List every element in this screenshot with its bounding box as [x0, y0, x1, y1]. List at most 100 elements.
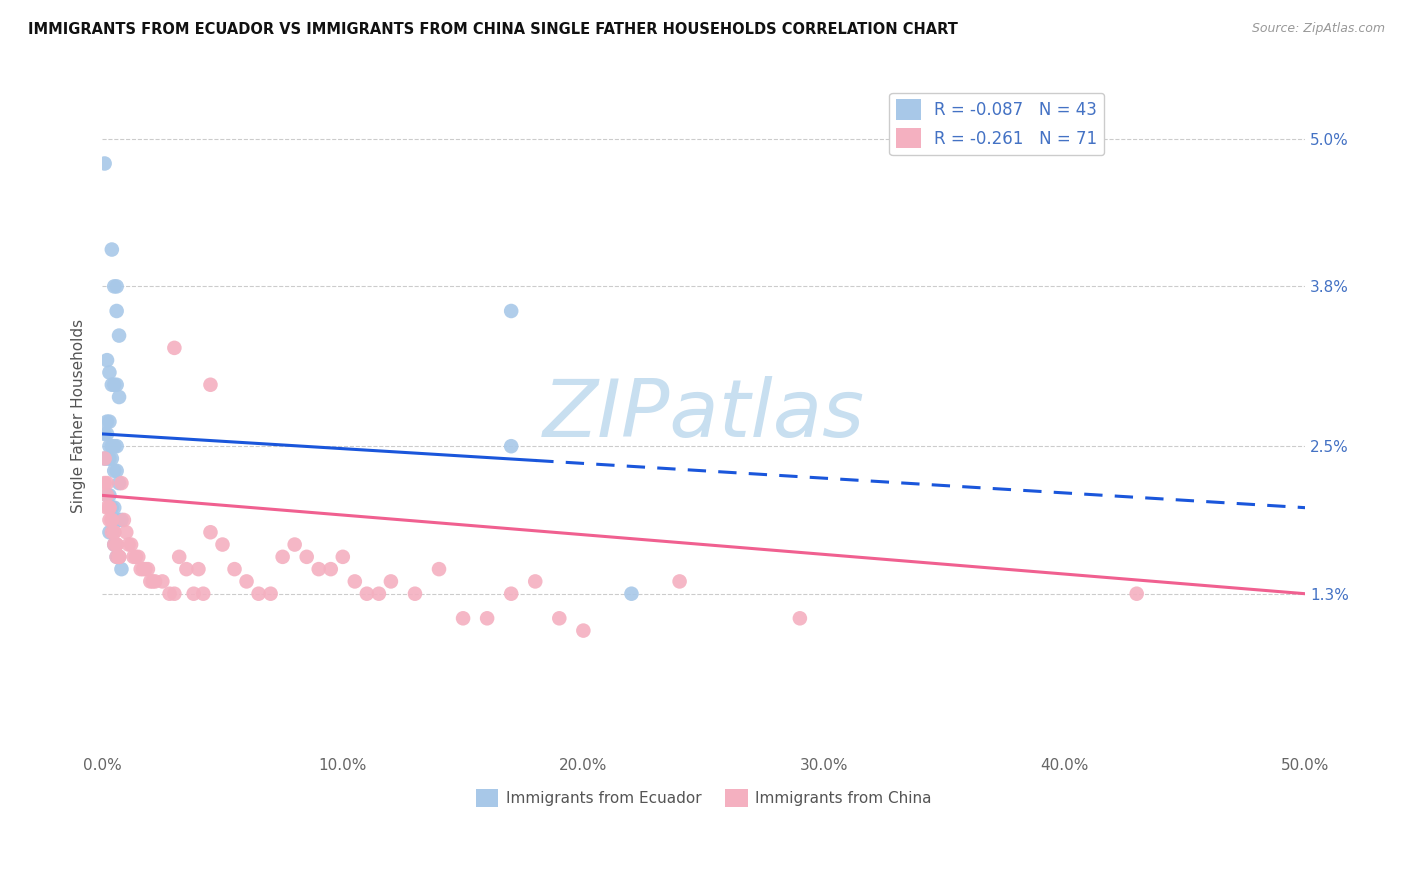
- Point: [93, 426, 115, 441]
- Point: [475, 611, 498, 625]
- Point: [200, 377, 222, 392]
- Point: [103, 525, 125, 540]
- Point: [103, 464, 125, 478]
- Point: [789, 611, 811, 625]
- Point: [105, 513, 128, 527]
- Point: [367, 587, 389, 601]
- Text: ZIPatlas: ZIPatlas: [543, 376, 865, 455]
- Point: [132, 562, 155, 576]
- Point: [96, 488, 118, 502]
- Point: [125, 549, 148, 564]
- Point: [105, 464, 128, 478]
- Point: [103, 439, 125, 453]
- Point: [105, 304, 128, 318]
- Point: [108, 513, 131, 527]
- Point: [98, 500, 121, 515]
- Point: [139, 574, 162, 589]
- Point: [183, 587, 205, 601]
- Point: [103, 500, 125, 515]
- Point: [103, 279, 125, 293]
- Point: [96, 500, 118, 515]
- Point: [115, 525, 138, 540]
- Point: [118, 537, 141, 551]
- Point: [167, 549, 190, 564]
- Point: [105, 537, 128, 551]
- Point: [101, 500, 124, 515]
- Point: [98, 525, 121, 540]
- Point: [235, 574, 257, 589]
- Point: [101, 513, 124, 527]
- Point: [247, 587, 270, 601]
- Point: [93, 451, 115, 466]
- Point: [343, 574, 366, 589]
- Point: [259, 587, 281, 601]
- Point: [134, 562, 156, 576]
- Point: [380, 574, 402, 589]
- Point: [120, 537, 142, 551]
- Point: [427, 562, 450, 576]
- Point: [548, 611, 571, 625]
- Point: [98, 366, 121, 380]
- Point: [308, 562, 330, 576]
- Point: [110, 562, 132, 576]
- Point: [211, 537, 233, 551]
- Point: [451, 611, 474, 625]
- Point: [295, 549, 318, 564]
- Point: [101, 439, 124, 453]
- Point: [101, 525, 124, 540]
- Point: [150, 574, 173, 589]
- Point: [163, 587, 186, 601]
- Point: [200, 525, 222, 540]
- Point: [524, 574, 547, 589]
- Point: [96, 488, 118, 502]
- Point: [96, 426, 118, 441]
- Point: [98, 500, 121, 515]
- Point: [501, 439, 523, 453]
- Point: [96, 476, 118, 491]
- Point: [163, 341, 186, 355]
- Point: [668, 574, 690, 589]
- Point: [98, 439, 121, 453]
- Point: [129, 562, 152, 576]
- Point: [110, 513, 132, 527]
- Point: [103, 377, 125, 392]
- Point: [101, 513, 124, 527]
- Point: [101, 525, 124, 540]
- Point: [98, 513, 121, 527]
- Point: [404, 587, 426, 601]
- Point: [110, 476, 132, 491]
- Point: [96, 451, 118, 466]
- Point: [101, 243, 124, 257]
- Point: [108, 549, 131, 564]
- Point: [501, 304, 523, 318]
- Point: [1125, 587, 1147, 601]
- Point: [136, 562, 159, 576]
- Point: [142, 574, 165, 589]
- Point: [332, 549, 354, 564]
- Point: [105, 279, 128, 293]
- Y-axis label: Single Father Households: Single Father Households: [72, 318, 86, 513]
- Point: [103, 537, 125, 551]
- Point: [620, 587, 643, 601]
- Point: [105, 537, 128, 551]
- Point: [101, 377, 124, 392]
- Text: Source: ZipAtlas.com: Source: ZipAtlas.com: [1251, 22, 1385, 36]
- Point: [501, 587, 523, 601]
- Point: [96, 415, 118, 429]
- Point: [98, 415, 121, 429]
- Point: [572, 624, 595, 638]
- Legend: Immigrants from Ecuador, Immigrants from China: Immigrants from Ecuador, Immigrants from…: [470, 782, 938, 814]
- Point: [187, 562, 209, 576]
- Point: [112, 513, 135, 527]
- Point: [127, 549, 149, 564]
- Point: [105, 549, 128, 564]
- Point: [193, 587, 215, 601]
- Point: [108, 549, 131, 564]
- Point: [108, 549, 131, 564]
- Point: [103, 537, 125, 551]
- Point: [103, 525, 125, 540]
- Point: [108, 549, 131, 564]
- Point: [122, 549, 145, 564]
- Point: [224, 562, 246, 576]
- Point: [319, 562, 342, 576]
